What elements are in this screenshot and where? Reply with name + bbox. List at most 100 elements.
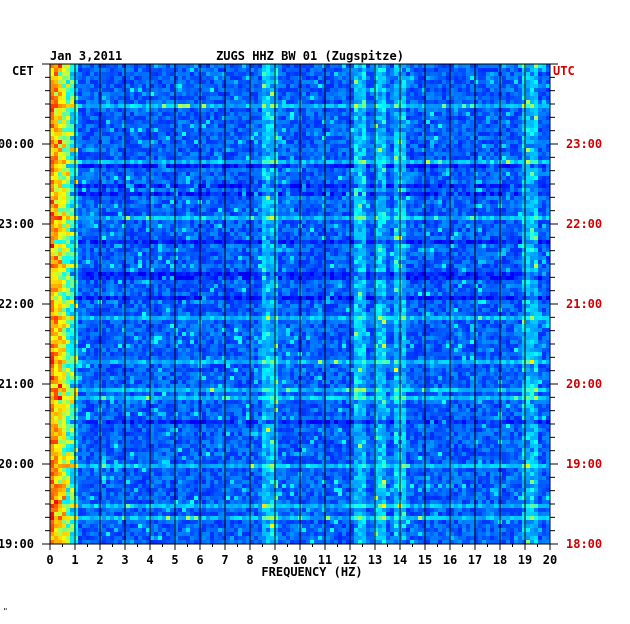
spectrogram-cell (214, 192, 219, 197)
spectrogram-cell (410, 152, 415, 157)
spectrogram-cell (362, 68, 367, 73)
spectrogram-cell (434, 88, 439, 93)
spectrogram-cell (150, 104, 155, 109)
spectrogram-cell (278, 84, 283, 89)
spectrogram-cell (466, 84, 471, 89)
spectrogram-cell (502, 208, 507, 213)
spectrogram-cell (142, 220, 147, 225)
spectrogram-cell (406, 152, 411, 157)
spectrogram-cell (174, 76, 179, 81)
spectrogram-cell (178, 176, 183, 181)
spectrogram-cell (358, 164, 363, 169)
spectrogram-cell (266, 208, 271, 213)
spectrogram-cell (294, 164, 299, 169)
spectrogram-cell (510, 80, 515, 85)
spectrogram-cell (86, 204, 91, 209)
spectrogram-cell (374, 120, 379, 125)
spectrogram-cell (258, 180, 263, 185)
spectrogram-cell (322, 208, 327, 213)
spectrogram-cell (458, 176, 463, 181)
spectrogram-cell (442, 80, 447, 85)
spectrogram-cell (314, 72, 319, 77)
spectrogram-cell (438, 176, 443, 181)
spectrogram-cell (294, 64, 299, 69)
spectrogram-cell (394, 208, 399, 213)
spectrogram-cell (422, 216, 427, 221)
spectrogram-cell (310, 108, 315, 113)
spectrogram-cell (442, 200, 447, 205)
spectrogram-cell (282, 116, 287, 121)
spectrogram-cell (178, 132, 183, 137)
spectrogram-cell (262, 200, 267, 205)
spectrogram-cell (206, 92, 211, 97)
spectrogram-cell (230, 176, 235, 181)
spectrogram-cell (102, 104, 107, 109)
spectrogram-cell (134, 108, 139, 113)
spectrogram-cell (410, 76, 415, 81)
spectrogram-cell (286, 172, 291, 177)
spectrogram-cell (202, 96, 207, 101)
spectrogram-cell (142, 92, 147, 97)
spectrogram-cell (382, 140, 387, 145)
spectrogram-cell (262, 168, 267, 173)
spectrogram-cell (314, 128, 319, 133)
spectrogram-cell (238, 140, 243, 145)
spectrogram-cell (454, 76, 459, 81)
spectrogram-cell (502, 148, 507, 153)
spectrogram-cell (106, 152, 111, 157)
spectrogram-cell (414, 184, 419, 189)
spectrogram-cell (526, 212, 531, 217)
spectrogram-cell (534, 124, 539, 129)
spectrogram-cell (254, 96, 259, 101)
spectrogram-cell (166, 112, 171, 117)
spectrogram-cell (266, 200, 271, 205)
spectrogram-cell (478, 124, 483, 129)
spectrogram-cell (146, 68, 151, 73)
spectrogram-cell (270, 72, 275, 77)
spectrogram-cell (538, 184, 543, 189)
spectrogram-cell (410, 104, 415, 109)
spectrogram-cell (450, 136, 455, 141)
spectrogram-cell (466, 148, 471, 153)
spectrogram-cell (410, 180, 415, 185)
spectrogram-cell (226, 184, 231, 189)
spectrogram-cell (414, 64, 419, 69)
spectrogram-cell (166, 76, 171, 81)
spectrogram-cell (310, 92, 315, 97)
spectrogram-cell (170, 120, 175, 125)
spectrogram-cell (130, 216, 135, 221)
spectrogram-cell (542, 180, 547, 185)
spectrogram-cell (362, 116, 367, 121)
spectrogram-cell (170, 176, 175, 181)
spectrogram-cell (318, 212, 323, 217)
spectrogram-cell (490, 220, 495, 225)
spectrogram-cell (410, 140, 415, 145)
spectrogram-cell (438, 108, 443, 113)
spectrogram-cell (114, 184, 119, 189)
plot-area (49, 63, 551, 545)
spectrogram-cell (58, 84, 63, 89)
spectrogram-cell (118, 212, 123, 217)
spectrogram-cell (422, 96, 427, 101)
spectrogram-cell (50, 112, 55, 117)
spectrogram-cell (450, 72, 455, 77)
spectrogram-cell (302, 196, 307, 201)
spectrogram-cell (358, 180, 363, 185)
spectrogram-cell (450, 164, 455, 169)
spectrogram-cell (114, 72, 119, 77)
spectrogram-cell (134, 200, 139, 205)
spectrogram-cell (486, 128, 491, 133)
spectrogram-cell (478, 72, 483, 77)
spectrogram-cell (458, 156, 463, 161)
spectrogram-cell (62, 120, 67, 125)
spectrogram-cell (402, 192, 407, 197)
spectrogram-cell (266, 100, 271, 105)
spectrogram-cell (278, 160, 283, 165)
spectrogram-cell (286, 160, 291, 165)
spectrogram-cell (214, 96, 219, 101)
spectrogram-cell (478, 200, 483, 205)
spectrogram-cell (94, 212, 99, 217)
spectrogram-cell (538, 200, 543, 205)
spectrogram-cell (166, 148, 171, 153)
spectrogram-cell (482, 64, 487, 69)
